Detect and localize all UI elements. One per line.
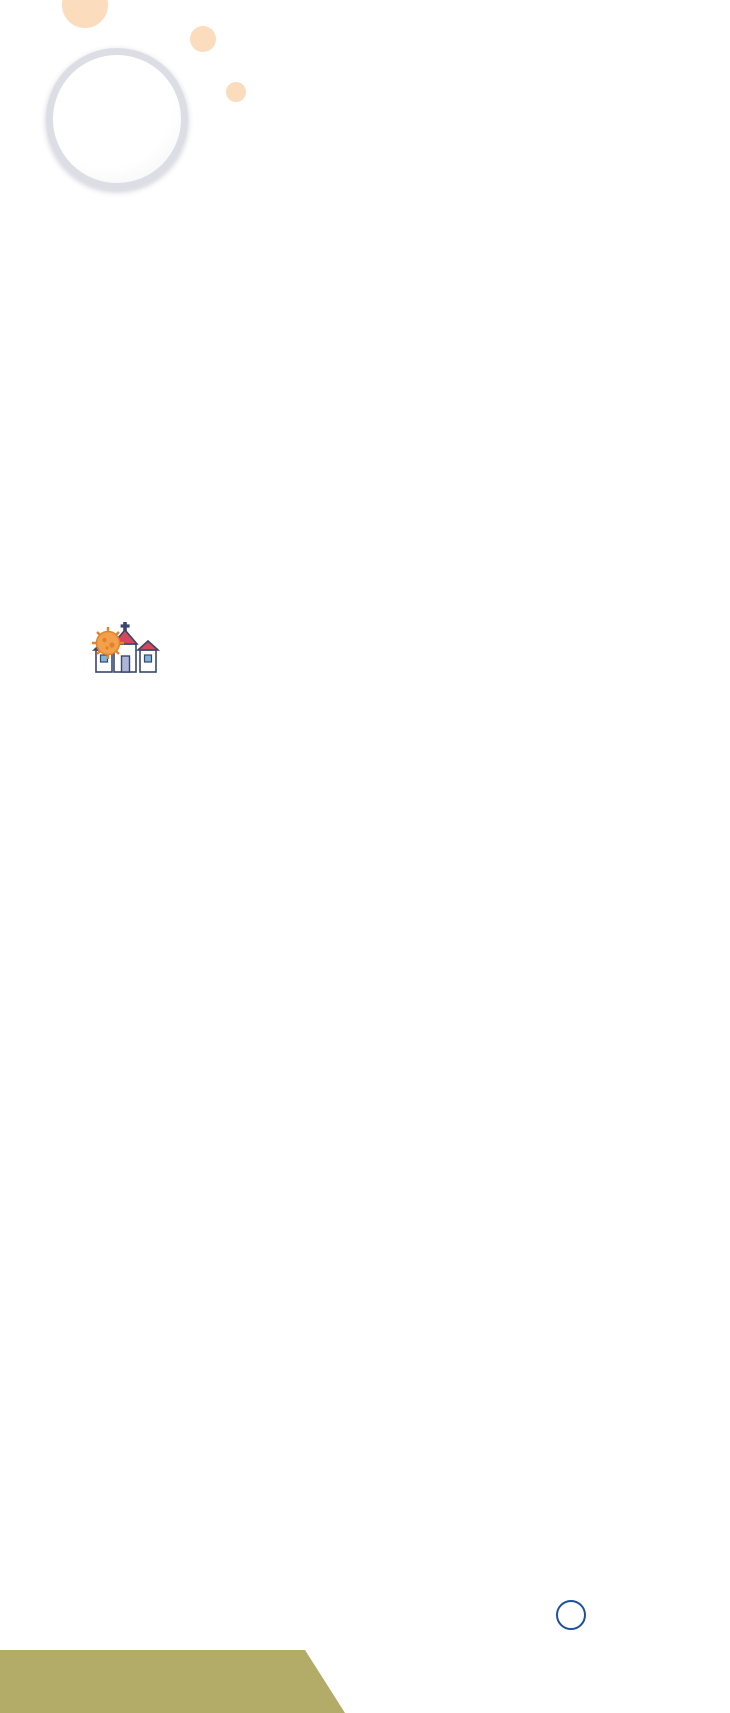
church-virus-icon [91, 622, 161, 673]
virus-blob-icon [190, 26, 216, 52]
virus-blob-icon [226, 82, 246, 102]
badge-circle [46, 48, 188, 190]
news-agency-logo [556, 1594, 594, 1630]
copyright-icon [556, 1600, 586, 1630]
footer-banner [0, 1650, 345, 1713]
